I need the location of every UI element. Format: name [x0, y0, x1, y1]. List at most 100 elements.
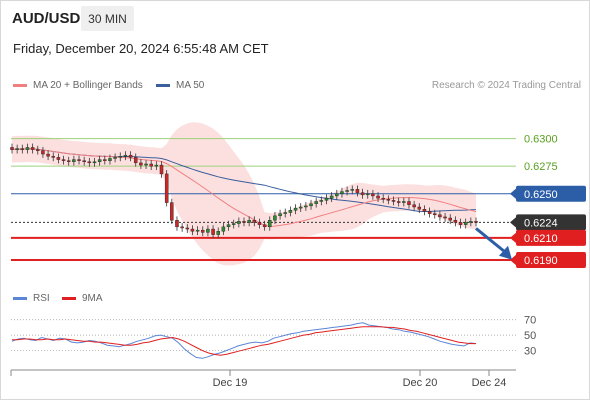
candle-body [221, 226, 226, 232]
level-tag-label-0.6224: 0.6224 [524, 217, 558, 229]
candle-body [257, 222, 262, 225]
legend-ma20-label: MA 20 + Bollinger Bands [33, 80, 143, 91]
candle-body [278, 213, 282, 217]
candle-body [20, 148, 25, 150]
candle-body [36, 149, 40, 151]
candle-body [46, 153, 50, 157]
candle-body [386, 199, 391, 201]
candle-body [41, 150, 45, 155]
level-label-0.6275: 0.6275 [524, 161, 558, 173]
level-tag-0.6210 [516, 229, 586, 246]
candle-body [113, 157, 117, 159]
candle-body [335, 193, 339, 197]
candle-body [283, 212, 287, 214]
candle-body [427, 211, 432, 214]
legend-ma20: MA 20 + Bollinger Bands [13, 80, 143, 91]
candle-body [247, 220, 251, 223]
candle-body [252, 220, 257, 223]
symbol-title: AUD/USD [12, 10, 81, 27]
candle-body [25, 147, 30, 150]
candle-body [412, 204, 416, 208]
level-tag-0.6224 [516, 214, 586, 231]
candle-body [123, 154, 128, 157]
candle-body [262, 224, 267, 228]
candle-body [314, 201, 318, 204]
x-tick-label-Dec 20: Dec 20 [403, 377, 438, 389]
candle-body [201, 229, 205, 233]
candle-body [72, 159, 76, 162]
candle-body [231, 223, 236, 225]
candle-body [433, 213, 437, 215]
candle-body [417, 206, 422, 210]
candle-body [77, 159, 81, 161]
level-tag-0.6190 [516, 251, 586, 268]
candle-body [458, 222, 463, 225]
candle-body [118, 156, 123, 158]
ma20-swatch [13, 84, 27, 87]
candle-body [376, 195, 380, 199]
legend-9ma-label: 9MA [82, 293, 103, 304]
candle-body [216, 231, 220, 235]
legend-9ma: 9MA [62, 293, 103, 304]
legend-rsi-label: RSI [33, 293, 50, 304]
candle-body [108, 158, 112, 161]
candle-body [288, 210, 293, 213]
candle-body [242, 221, 246, 223]
candle-body [469, 221, 473, 223]
candle-body [438, 214, 442, 218]
level-tag-0.6250 [516, 185, 586, 202]
candle-body [175, 220, 179, 228]
candle-body [391, 200, 396, 202]
candle-body [396, 201, 401, 203]
candle-body [422, 208, 427, 212]
research-credit: Research © 2024 Trading Central [431, 80, 581, 91]
legend-ma50: MA 50 [156, 80, 204, 91]
candle-body [128, 154, 133, 158]
level-tag-pointer-0.6190 [510, 253, 517, 266]
timestamp: Friday, December 20, 2024 6:55:48 AM CET [13, 41, 269, 56]
candle-body [15, 148, 19, 150]
interval-button[interactable]: 30 MIN [81, 6, 134, 31]
candle-body [139, 162, 143, 166]
candle-body [159, 164, 164, 175]
legend-rsi: RSI [13, 293, 50, 304]
candle-body [51, 156, 55, 158]
candle-body [10, 147, 14, 150]
ma50-swatch [156, 84, 170, 87]
candle-body [211, 228, 215, 235]
level-tag-pointer-0.6210 [510, 231, 517, 244]
forecast-arrow-head [499, 245, 512, 260]
level-tag-label-0.6190: 0.6190 [524, 255, 558, 267]
candle-body [324, 197, 329, 201]
candle-body [371, 193, 375, 197]
candle-body [402, 201, 406, 203]
candle-body [293, 207, 298, 211]
level-tag-label-0.6250: 0.6250 [524, 189, 558, 201]
candle-body [170, 202, 174, 221]
candle-body [268, 220, 272, 228]
level-tag-pointer-0.6250 [510, 187, 517, 200]
candle-body [381, 197, 385, 200]
x-tick-label-Dec 24: Dec 24 [472, 377, 507, 389]
candle-body [365, 193, 370, 196]
candle-body [448, 217, 452, 221]
candle-body [185, 227, 190, 230]
candle-body [345, 190, 349, 192]
candle-body [103, 159, 107, 161]
forecast-arrow-shaft [475, 227, 507, 254]
candle-body [319, 200, 324, 202]
rsi-tick-70: 70 [524, 315, 536, 327]
candle-body [61, 159, 66, 161]
candle-body [66, 160, 71, 162]
candle-body [350, 189, 355, 191]
candle-body [474, 221, 478, 223]
candle-body [329, 195, 334, 199]
candle-body [87, 161, 92, 164]
rsi-series-9MA [12, 326, 476, 356]
candle-body [144, 163, 148, 166]
candle-body [133, 157, 138, 164]
candle-body [309, 203, 313, 207]
rsi-series-RSI [11, 322, 477, 359]
ma9-swatch [62, 297, 76, 300]
